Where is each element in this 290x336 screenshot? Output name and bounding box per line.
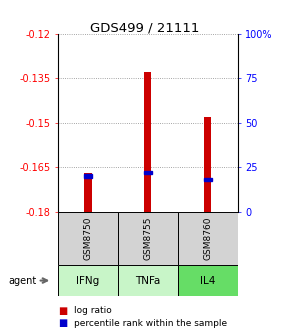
Bar xyxy=(58,265,118,296)
Bar xyxy=(118,265,178,296)
Bar xyxy=(178,212,238,265)
Bar xyxy=(58,212,118,265)
Text: ■: ■ xyxy=(58,318,67,328)
Text: ■: ■ xyxy=(58,306,67,316)
Bar xyxy=(144,171,152,174)
Text: GDS499 / 21111: GDS499 / 21111 xyxy=(90,22,200,35)
Bar xyxy=(204,178,212,181)
Text: IFNg: IFNg xyxy=(76,276,99,286)
Text: percentile rank within the sample: percentile rank within the sample xyxy=(74,319,227,328)
Text: GSM8760: GSM8760 xyxy=(203,217,212,260)
Text: agent: agent xyxy=(9,276,37,286)
Bar xyxy=(178,265,238,296)
Bar xyxy=(84,174,92,178)
Text: log ratio: log ratio xyxy=(74,306,112,315)
Bar xyxy=(144,72,151,212)
Bar xyxy=(204,117,211,212)
Text: TNFa: TNFa xyxy=(135,276,161,286)
Bar xyxy=(84,173,92,212)
Text: GSM8755: GSM8755 xyxy=(143,217,153,260)
Text: GSM8750: GSM8750 xyxy=(84,217,93,260)
Bar xyxy=(118,212,178,265)
Text: IL4: IL4 xyxy=(200,276,215,286)
